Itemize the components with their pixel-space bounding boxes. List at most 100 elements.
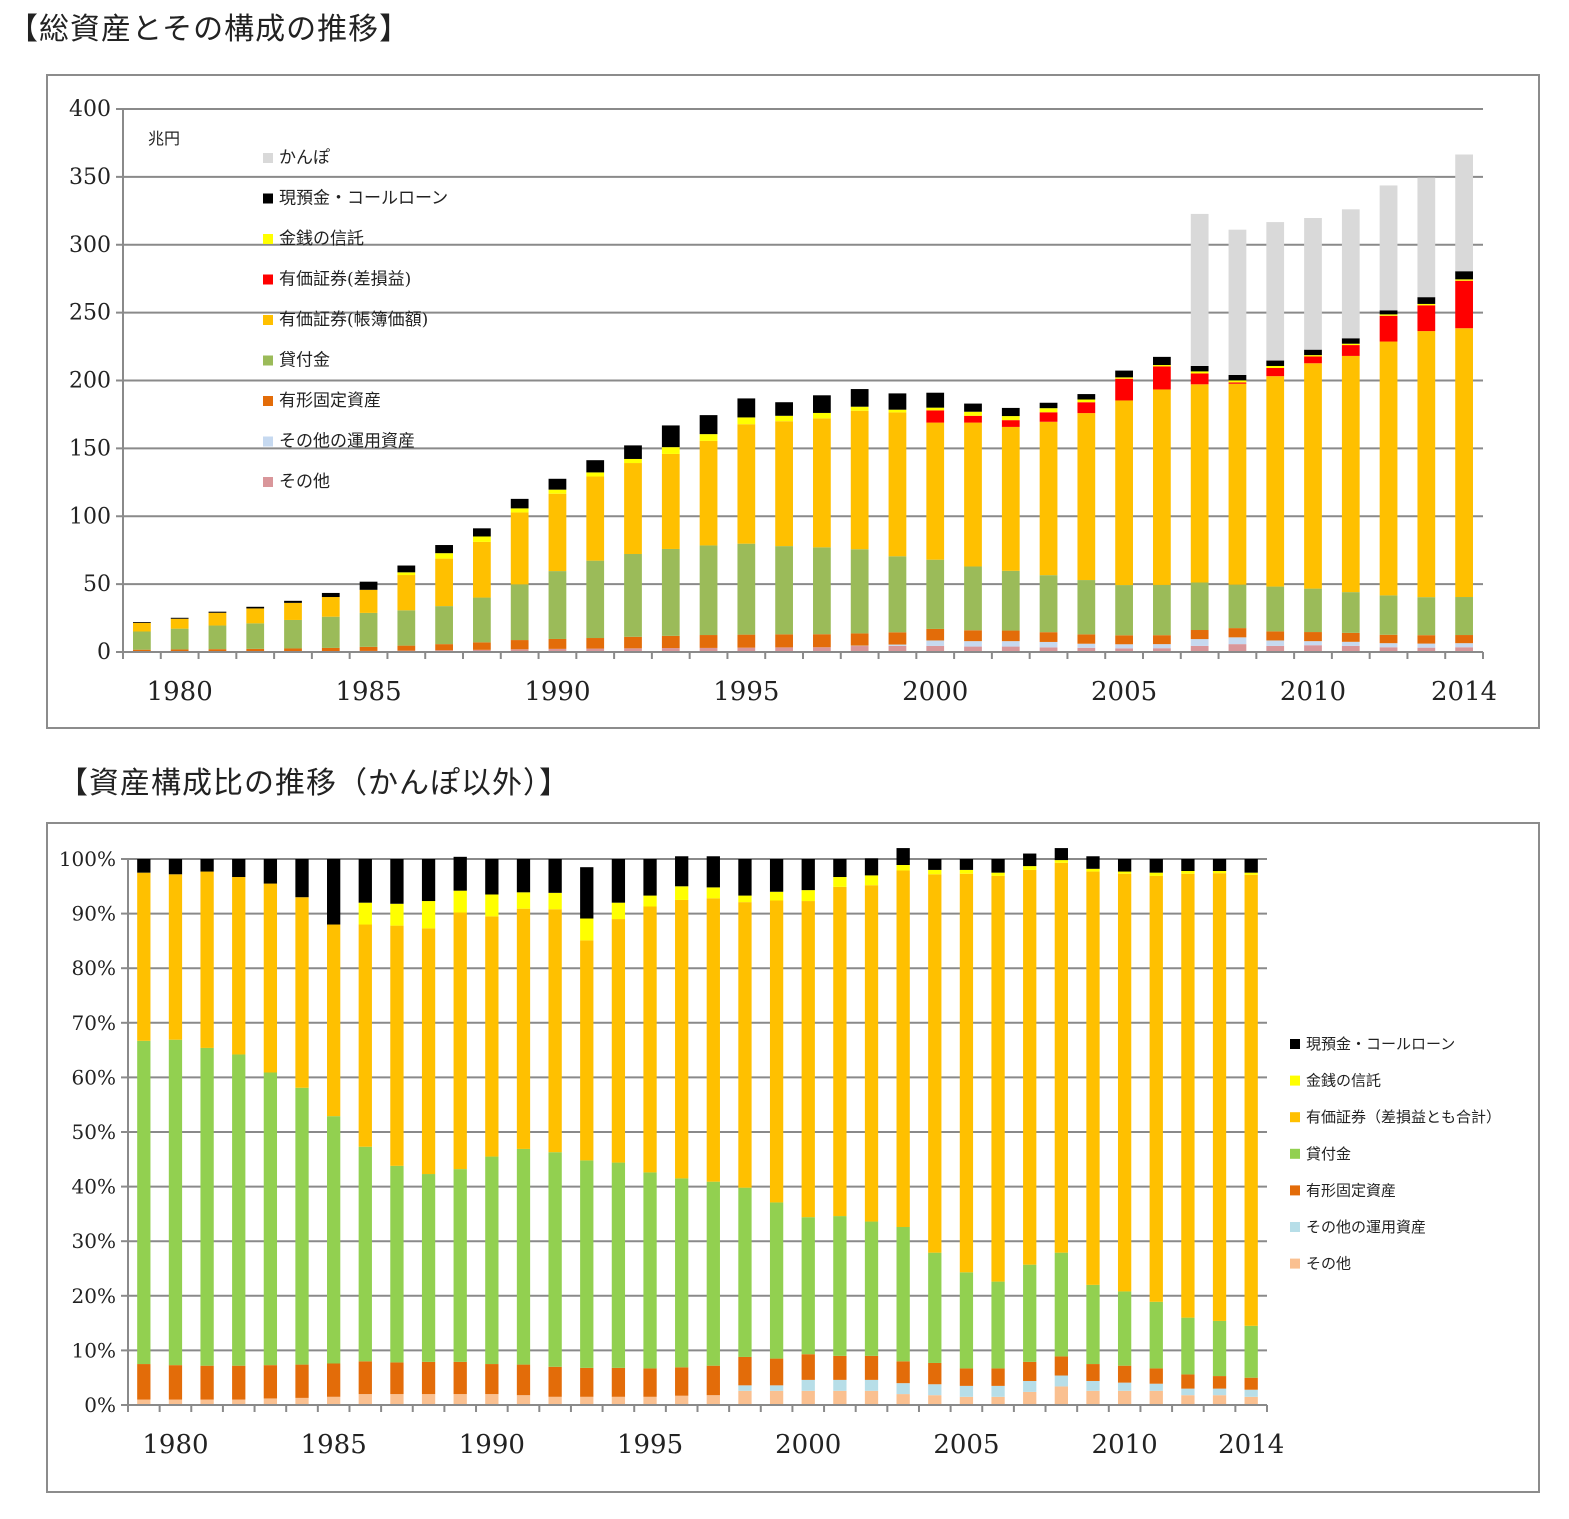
legend-swatch [1290, 1148, 1300, 1159]
bar-segment [1039, 408, 1058, 413]
bar-segment [738, 1187, 752, 1357]
bar-segment [133, 621, 151, 623]
bar-segment [850, 406, 869, 411]
bar-segment [1379, 643, 1398, 648]
x-tick-label: 2010 [1280, 677, 1346, 707]
bar-segment [1023, 853, 1037, 867]
bar-segment [359, 612, 378, 647]
bar-segment [769, 1385, 784, 1391]
bar-segment [1115, 585, 1133, 636]
bar-segment [699, 545, 718, 636]
bar-segment [208, 612, 227, 626]
bar-segment [1077, 394, 1096, 400]
bar-segment [137, 1399, 151, 1405]
bar-segment [200, 1047, 214, 1366]
legend-label: 金銭の信託 [1306, 1072, 1381, 1090]
bar-segment [232, 1365, 246, 1400]
bar-segment [168, 1039, 183, 1366]
x-tick-label: 1995 [617, 1430, 683, 1460]
bar-segment [548, 489, 567, 494]
x-tick-label: 2000 [775, 1430, 841, 1460]
y-tick-label: 10% [72, 1338, 116, 1362]
x-tick-label: 1985 [335, 677, 401, 707]
bar-segment [611, 859, 626, 903]
bar-segment [397, 575, 416, 611]
bar-segment [775, 402, 793, 416]
bar-segment [833, 886, 847, 1217]
bar-segment [813, 634, 831, 648]
bar-segment [1001, 420, 1020, 427]
bar-segment [1455, 154, 1473, 272]
bar-segment [453, 912, 467, 1170]
bar-segment [397, 565, 416, 573]
bar-segment [284, 619, 302, 649]
bar-segment [548, 478, 567, 490]
bar-segment [661, 453, 680, 549]
bar-segment [1149, 872, 1163, 876]
bar-segment [1077, 643, 1096, 648]
legend-label: 有価証券（差損益とも合計） [1306, 1108, 1501, 1126]
bar-segment [200, 859, 214, 872]
bar-segment [624, 553, 642, 637]
bar-segment [661, 425, 680, 448]
bar-segment [738, 895, 752, 903]
bar-segment [801, 859, 815, 891]
bar-segment [699, 434, 718, 441]
bar-segment [699, 635, 718, 648]
x-tick-label: 1995 [713, 677, 779, 707]
bar-segment [833, 877, 847, 887]
bar-segment [208, 625, 227, 650]
bar-segment [888, 393, 907, 410]
bar-segment [1379, 314, 1398, 316]
bar-segment [1181, 1395, 1195, 1405]
bar-segment [1190, 384, 1209, 583]
bar-segment [864, 875, 879, 886]
bar-segment [397, 572, 416, 576]
bar-segment [327, 1116, 341, 1364]
bar-segment [453, 856, 467, 891]
bar-segment [926, 422, 945, 560]
y-tick-label: 250 [69, 301, 111, 326]
bar-segment [1153, 635, 1171, 645]
bar-segment [1039, 402, 1058, 409]
bar-segment [1086, 871, 1100, 1285]
bar-segment [133, 631, 151, 650]
bar-segment [864, 858, 879, 876]
legend-swatch [263, 193, 273, 204]
bar-segment [624, 458, 642, 464]
y-tick-label: 30% [72, 1229, 116, 1253]
bar-segment [390, 859, 404, 904]
bar-segment [358, 1361, 372, 1395]
x-tick-label: 2014 [1431, 677, 1497, 707]
bar-segment [1304, 356, 1322, 364]
bar-segment [1023, 1380, 1037, 1392]
bar-segment [295, 859, 309, 898]
bar-segment [473, 642, 491, 650]
bar-segment [928, 1252, 942, 1363]
bar-segment [769, 891, 784, 901]
bar-segment [358, 859, 372, 903]
bar-segment [1149, 1301, 1163, 1369]
bar-segment [850, 549, 869, 634]
bar-segment [959, 869, 974, 874]
y-tick-label: 150 [69, 436, 111, 461]
legend-swatch [263, 396, 273, 406]
bar-segment [321, 647, 340, 652]
y-tick-label: 50% [72, 1120, 116, 1144]
bar-segment [421, 928, 436, 1175]
bar-segment [168, 874, 183, 1040]
bar-segment [133, 649, 151, 652]
bar-segment [1417, 297, 1436, 304]
bar-segment [1077, 413, 1096, 581]
bar-segment [1117, 1365, 1132, 1383]
bar-segment [643, 859, 657, 896]
unit-label: 兆円 [148, 129, 180, 148]
bar-segment [1244, 1377, 1258, 1390]
bar-segment [1228, 382, 1247, 384]
bar-segment [1077, 647, 1096, 652]
bar-segment [1341, 632, 1360, 642]
bar-segment [1212, 871, 1227, 874]
bar-segment [926, 559, 945, 629]
bar-segment [959, 873, 974, 1273]
bar-segment [1086, 1284, 1100, 1365]
